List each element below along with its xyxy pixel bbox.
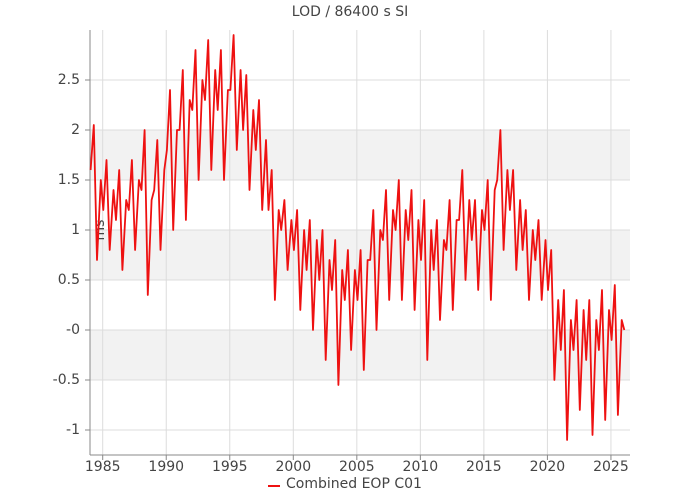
y-tick-label: 1 (71, 222, 80, 238)
x-tick-label: 2005 (339, 459, 375, 475)
x-tick-label: 1985 (85, 459, 121, 475)
band (90, 130, 630, 180)
x-tick-label: 2010 (403, 459, 439, 475)
y-tick-label: 2 (71, 122, 80, 138)
y-tick-label: 2.5 (58, 72, 80, 88)
x-tick-label: 2015 (466, 459, 502, 475)
legend-label: Combined EOP C01 (286, 476, 422, 492)
x-tick-label: 1995 (212, 459, 248, 475)
x-tick-label: 2000 (275, 459, 311, 475)
chart-title: LOD / 86400 s SI (292, 4, 408, 20)
y-tick-label: -0 (66, 322, 80, 338)
x-tick-label: 2025 (593, 459, 629, 475)
y-tick-label: -1 (66, 422, 80, 438)
y-axis-label: ms (92, 220, 108, 241)
y-tick-label: 0.5 (58, 272, 80, 288)
y-tick-label: 1.5 (58, 172, 80, 188)
y-tick-label: -0.5 (53, 372, 80, 388)
series-line (89, 34, 626, 441)
x-tick-label: 1990 (148, 459, 184, 475)
x-tick-label: 2020 (530, 459, 566, 475)
band (90, 330, 630, 380)
